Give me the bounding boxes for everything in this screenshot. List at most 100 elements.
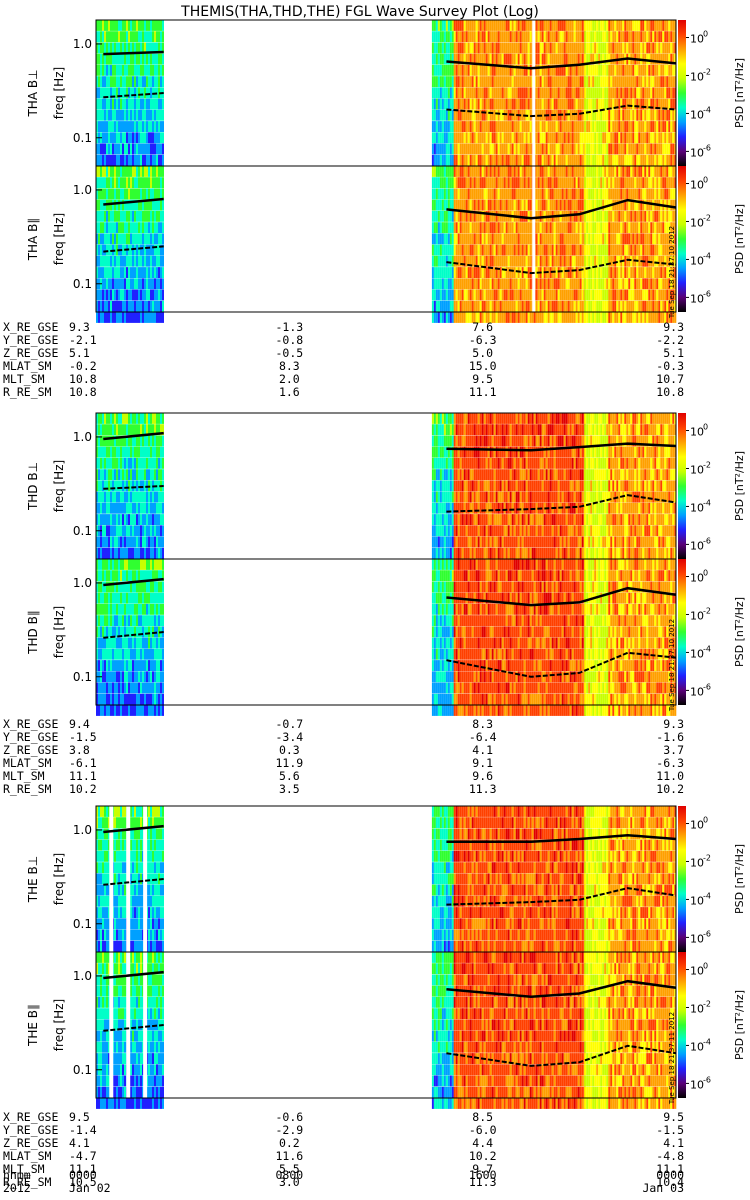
- colorbar: [678, 559, 686, 705]
- colorbar-tick-exponent: -2: [703, 460, 711, 469]
- frequency-line: [103, 431, 164, 441]
- ephemeris-value: 9.3: [663, 320, 684, 334]
- colorbar-tick-label: 10: [690, 33, 704, 46]
- ephemeris-label: MLT_SM: [3, 372, 45, 386]
- panel-ylabel: THE B⊥: [26, 856, 40, 903]
- panel-yunit: freq [Hz]: [52, 853, 66, 905]
- frequency-line: [446, 586, 677, 607]
- ephemeris-label: R_RE_SM: [3, 385, 52, 399]
- ephemeris-value: -1.5: [656, 1123, 684, 1137]
- colorbar-tick-label: 10: [690, 216, 704, 229]
- colorbar: [678, 806, 686, 952]
- ephemeris-table: X_RE_GSE 9.3 -1.3 7.6 9.3 Y_RE_GSE -2.1 -0.8 -6.…: [3, 320, 684, 399]
- panel-ylabel: THA B∥: [26, 218, 40, 262]
- time-tick-label: 0000: [656, 1168, 684, 1182]
- plot-frame: [95, 951, 677, 1099]
- ephemeris-value: -2.9: [275, 1123, 303, 1137]
- ephemeris-value: 11.3: [469, 1175, 497, 1189]
- ephemeris-value: 0.3: [279, 743, 300, 757]
- frequency-line: [446, 258, 677, 275]
- ephemeris-label: Z_RE_GSE: [3, 743, 58, 757]
- colorbar-tick-label: 10: [690, 572, 704, 585]
- panel-yunit: freq [Hz]: [52, 67, 66, 119]
- frequency-line: [446, 494, 677, 513]
- frequency-line: [446, 442, 677, 452]
- colorbar-tick-label: 10: [690, 179, 704, 192]
- ephemeris-value: 15.0: [469, 359, 497, 373]
- y-tick-label: 1.0: [73, 823, 92, 837]
- colorbar-tick-exponent: -6: [703, 1075, 711, 1084]
- ephemeris-value: 7.6: [472, 320, 493, 334]
- ephemeris-value: 10.8: [69, 385, 97, 399]
- colorbar-tick-label: 10: [690, 426, 704, 439]
- y-tick-label: 1.0: [73, 969, 92, 983]
- panel-ylabel: THD B∥: [26, 610, 40, 655]
- ephemeris-value: 9.1: [472, 756, 493, 770]
- ephemeris-value: 4.1: [663, 1136, 684, 1150]
- ephemeris-value: 5.6: [279, 769, 300, 783]
- spectrogram-image: [96, 952, 677, 1109]
- timestamp-stamp: Tue Sep 18 21:37:10 2012: [668, 619, 676, 712]
- ephemeris-label: MLAT_SM: [3, 1149, 52, 1163]
- colorbar-tick-exponent: -2: [703, 999, 711, 1008]
- panel-yunit: freq [Hz]: [52, 606, 66, 658]
- ephemeris-table: X_RE_GSE 9.4 -0.7 8.3 9.3 Y_RE_GSE -1.5 -3.4 -6.…: [3, 717, 684, 796]
- panel-yunit: freq [Hz]: [52, 999, 66, 1051]
- panel-yunit: freq [Hz]: [52, 460, 66, 512]
- figure-title: THEMIS(THA,THD,THE) FGL Wave Survey Plot…: [180, 4, 539, 20]
- colorbar-tick-exponent: 0: [703, 569, 708, 578]
- ephemeris-label: Z_RE_GSE: [3, 1136, 58, 1150]
- ephemeris-value: 11.1: [656, 1162, 684, 1176]
- ephemeris-value: 9.3: [663, 717, 684, 731]
- colorbar-tick-exponent: -6: [703, 289, 711, 298]
- frequency-line: [103, 824, 164, 834]
- colorbar-label: PSD [nT²/Hz]: [733, 451, 746, 521]
- ephemeris-value: 3.7: [663, 743, 684, 757]
- ephemeris-label: Y_RE_GSE: [3, 730, 58, 744]
- ephemeris-value: 5.1: [663, 346, 684, 360]
- time-tick-label: 0000: [69, 1168, 97, 1182]
- ephemeris-value: 5.5: [279, 1162, 300, 1176]
- ephemeris-value: -0.6: [275, 1110, 303, 1124]
- colorbar-tick-label: 10: [690, 1002, 704, 1015]
- ephemeris-value: -0.5: [275, 346, 303, 360]
- spectrogram-image: [96, 559, 677, 716]
- colorbar-tick-exponent: -6: [703, 682, 711, 691]
- ephemeris-value: 3.0: [279, 1175, 300, 1189]
- frequency-line: [103, 50, 164, 56]
- ephemeris-value: 4.4: [472, 1136, 493, 1150]
- colorbar-label: PSD [nT²/Hz]: [733, 597, 746, 667]
- y-tick-label: 0.1: [73, 131, 92, 145]
- colorbar-tick-label: 10: [690, 70, 704, 83]
- ephemeris-value: 3.8: [69, 743, 90, 757]
- colorbar-tick-label: 10: [690, 108, 704, 121]
- panel-yunit: freq [Hz]: [52, 213, 66, 265]
- ephemeris-value: -2.1: [69, 333, 97, 347]
- y-tick-label: 0.1: [73, 1063, 92, 1077]
- colorbar-tick-label: 10: [690, 463, 704, 476]
- frequency-line: [446, 833, 677, 843]
- time-date-label: Jan 02: [69, 1181, 111, 1195]
- ephemeris-label: X_RE_GSE: [3, 717, 58, 731]
- colorbar-tick-exponent: 0: [703, 962, 708, 971]
- colorbar-tick-label: 10: [690, 254, 704, 267]
- colorbar-tick-exponent: 0: [703, 423, 708, 432]
- ephemeris-value: 2.0: [279, 372, 300, 386]
- ephemeris-label: X_RE_GSE: [3, 1110, 58, 1124]
- ephemeris-value: -3.4: [275, 730, 303, 744]
- ephemeris-value: -1.6: [656, 730, 684, 744]
- colorbar-tick-exponent: 0: [703, 30, 708, 39]
- colorbar-tick-label: 10: [690, 501, 704, 514]
- colorbar-label: PSD [nT²/Hz]: [733, 204, 746, 274]
- frequency-line: [103, 1024, 164, 1032]
- ephemeris-value: 5.0: [472, 346, 493, 360]
- frequency-line: [446, 57, 677, 70]
- colorbar-tick-label: 10: [690, 292, 704, 305]
- y-tick-label: 1.0: [73, 576, 92, 590]
- ephemeris-value: -4.8: [656, 1149, 684, 1163]
- colorbar-tick-exponent: -6: [703, 536, 711, 545]
- y-tick-label: 1.0: [73, 430, 92, 444]
